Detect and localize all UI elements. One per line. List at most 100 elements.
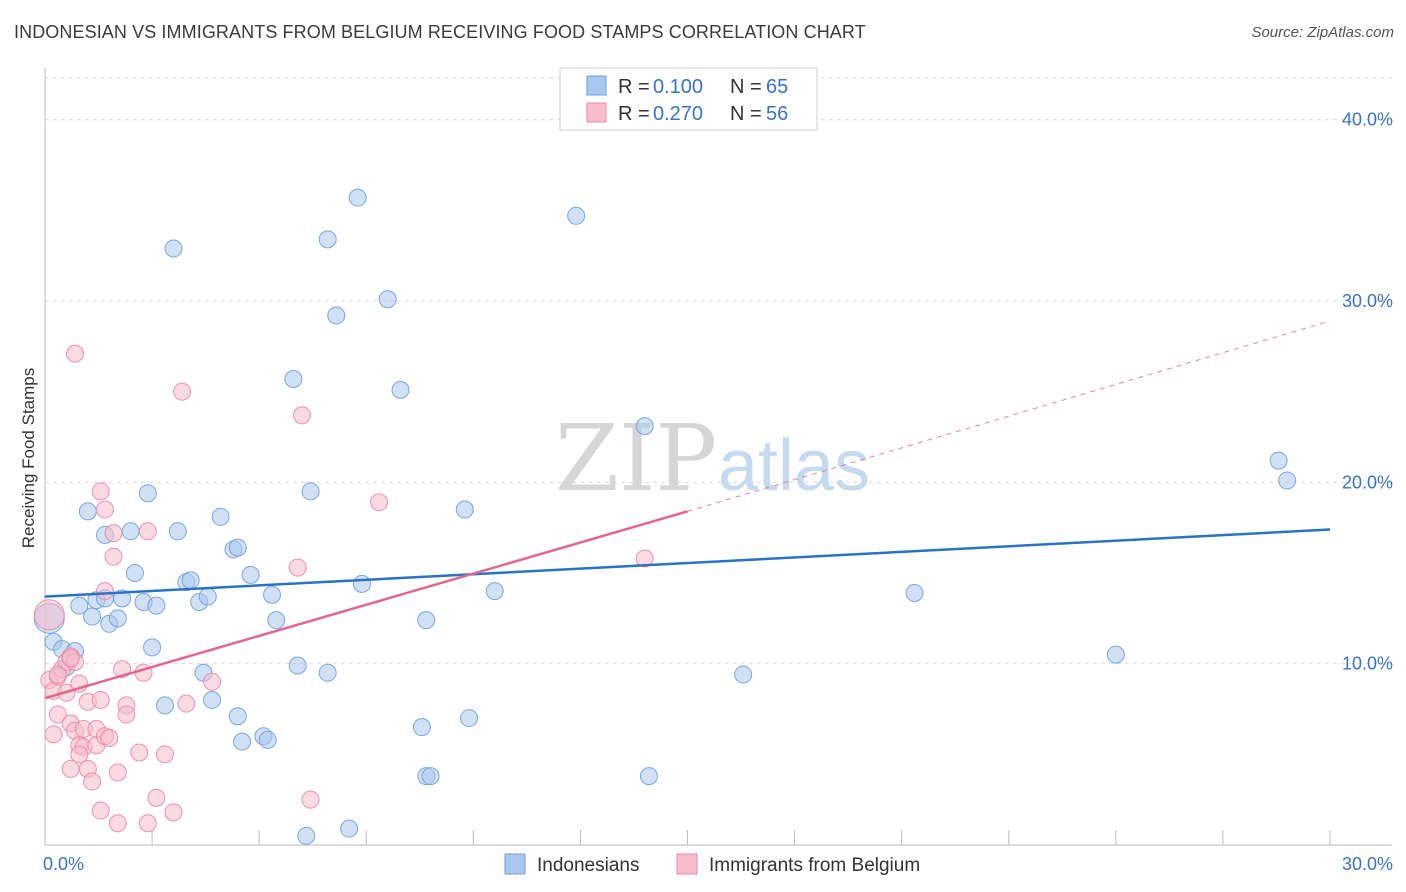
belgium-point [61,649,80,668]
indonesians-point [143,638,162,657]
belgium-point [635,549,654,568]
belgium-point [44,725,63,744]
indonesians-point [455,500,474,519]
indonesians-point [267,611,286,630]
belgium-point [370,493,389,512]
indonesians-point [1278,471,1297,490]
belgium-point [138,814,157,833]
belgium-point [91,690,110,709]
top-legend: R = 0.100 N = 65 R = 0.270 N = 56 [559,67,818,131]
indonesians-point [1106,645,1125,664]
legend-swatch-blue [586,75,607,96]
indonesians-point [181,571,200,590]
belgium-point [70,745,89,764]
belgium-point [173,382,192,401]
legend-r-value: 0.270 [653,103,703,125]
chart-title: INDONESIAN VS IMMIGRANTS FROM BELGIUM RE… [14,22,866,42]
x-tick-label: 0.0% [43,854,84,874]
legend-swatch-pink [586,102,607,123]
indonesians-point [155,696,174,715]
indonesians-point [211,507,230,526]
belgium-point [104,547,123,566]
indonesians-point [318,230,337,249]
belgium-point [108,763,127,782]
legend-n-value: 65 [766,76,788,98]
source-label: Source: ZipAtlas.com [1251,24,1394,41]
legend-n-label: N = [730,76,762,98]
indonesians-point [378,290,397,309]
indonesians-point [203,690,222,709]
y-tick-label: 10.0% [1342,654,1393,674]
indonesians-point [198,587,217,606]
belgium-point [91,801,110,820]
belgium-point [203,672,222,691]
belgium-point [33,599,65,631]
belgium-point [138,522,157,541]
legend-r-label: R = [618,103,650,125]
watermark-zip: ZIP [555,405,717,512]
tick-labels: 10.0% 20.0% 30.0% 40.0% 0.0% 30.0% [43,110,1393,874]
belgium-point [301,790,320,809]
indonesians-point [417,611,436,630]
legend-row-pink: R = 0.270 N = 56 [586,102,788,125]
indonesians-point [485,582,504,601]
y-tick-label: 20.0% [1342,472,1393,492]
bottom-legend: Indonesians Immigrants from Belgium [504,853,920,876]
belgium-point [164,803,183,822]
indonesians-point [233,732,252,751]
indonesians-point [288,656,307,675]
indonesians-point [1269,451,1288,470]
indonesians-point [284,369,303,388]
indonesians-point [318,663,337,682]
y-axis-title: Receiving Food Stamps [19,368,38,548]
belgium-point [117,705,136,724]
belgium-point [83,772,102,791]
watermark-atlas: atlas [718,426,870,506]
belgium-point [48,665,67,684]
indonesians-point [348,188,367,207]
indonesians-point [138,484,157,503]
belgium-point [48,705,67,724]
belgium-point [95,582,114,601]
belgium-point [130,743,149,762]
indonesians-point [352,574,371,593]
belgium-point [177,694,196,713]
indonesians-point [391,380,410,399]
indonesians-point [228,538,247,557]
indonesians-point [301,482,320,501]
indonesians-point [460,709,479,728]
belgium-point [100,729,119,748]
belgium-point [104,524,123,543]
indonesians-point [297,826,316,845]
belgium-point [65,344,84,363]
indonesians-point [147,596,166,615]
indonesians-point [228,707,247,726]
legend-r-value: 0.100 [653,76,703,98]
y-tick-label: 40.0% [1342,110,1393,130]
indonesians-point [421,767,440,786]
indonesians-point [108,609,127,628]
indonesians-point [83,607,102,626]
indonesians-point [905,583,924,602]
bottom-legend-label-indonesians: Indonesians [537,855,639,876]
indonesians-point [70,596,89,615]
indonesians-point [164,239,183,258]
indonesians-point [639,767,658,786]
belgium-point [108,814,127,833]
watermark: ZIP atlas [555,405,870,512]
belgium-point [288,558,307,577]
indonesians-point [168,522,187,541]
belgium-point [293,406,311,425]
legend-r-label: R = [618,76,650,98]
belgium-point [155,745,174,764]
indonesians-point [340,819,359,838]
belgium-trend-line-extension [687,320,1331,512]
indonesians-point [635,417,654,436]
indonesians-point [113,589,132,608]
indonesians-point [78,502,97,521]
bottom-legend-swatch-pink [676,853,698,875]
belgium-point [95,500,114,519]
x-tick-label: 30.0% [1342,854,1393,874]
indonesians-point [258,730,277,749]
